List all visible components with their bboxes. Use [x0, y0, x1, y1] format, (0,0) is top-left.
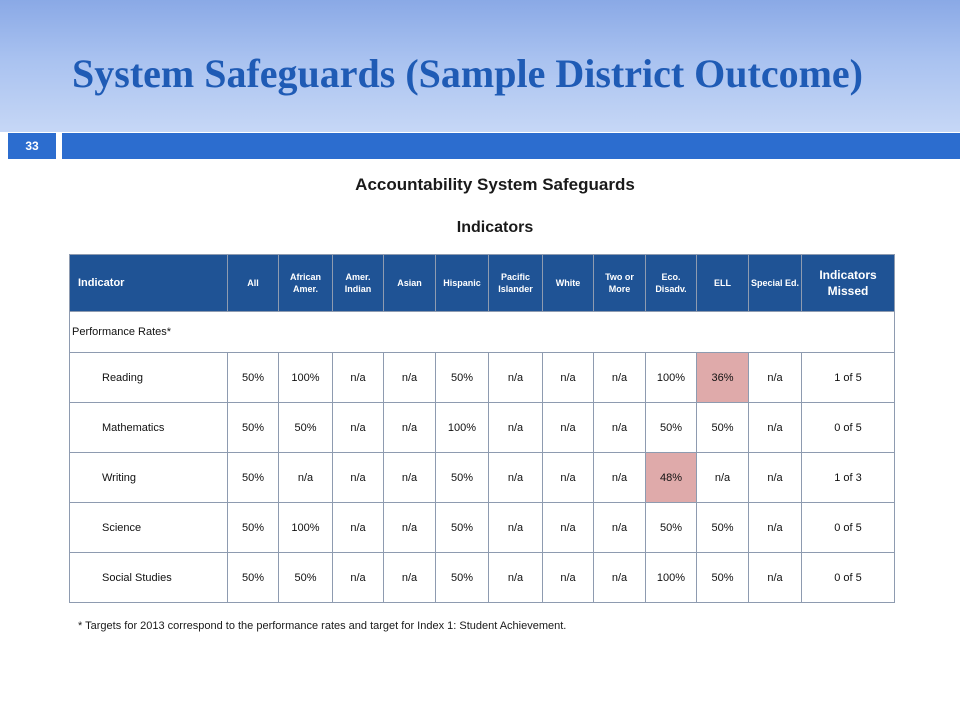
table-cell: n/a: [278, 452, 333, 503]
column-header: ELL: [696, 254, 749, 312]
table-cell: n/a: [383, 352, 436, 403]
table-cell: n/a: [332, 502, 384, 553]
indicators-missed-cell: 0 of 5: [801, 502, 895, 553]
table-row: Social Studies 50% 50% n/a n/a 50% n/a n/a n/a 10…: [69, 552, 895, 603]
table-cell: n/a: [748, 402, 802, 453]
table-cell: n/a: [383, 502, 436, 553]
table-heading: Accountability System Safeguards: [355, 175, 635, 194]
column-header: Asian: [383, 254, 436, 312]
section-label: Performance Rates*: [69, 311, 895, 353]
table-body: Performance Rates* Reading 50% 100% n/a n/a 5…: [69, 311, 895, 603]
table-cell: n/a: [383, 452, 436, 503]
table-cell: n/a: [696, 452, 749, 503]
safeguards-table: Indicator All African Amer. Amer. Indian…: [69, 254, 895, 603]
slide-number: 33: [8, 133, 56, 159]
table-cell: 50%: [227, 402, 279, 453]
table-cell: 50%: [278, 552, 333, 603]
table-cell: 50%: [227, 452, 279, 503]
slide-title: System Safeguards (Sample District Outco…: [72, 51, 863, 96]
table-row: Reading 50% 100% n/a n/a 50% n/a n/a n/a 100% 36% n…: [69, 352, 895, 403]
indicators-missed-cell: 0 of 5: [801, 552, 895, 603]
table-cell: n/a: [542, 402, 594, 453]
row-label: Science: [69, 502, 228, 553]
row-label: Social Studies: [69, 552, 228, 603]
column-header: Special Ed.: [748, 254, 802, 312]
footnote: * Targets for 2013 correspond to the per…: [78, 620, 567, 632]
table-cell: 50%: [227, 552, 279, 603]
table-cell: 100%: [278, 502, 333, 553]
table-cell: n/a: [748, 552, 802, 603]
table-cell: n/a: [332, 402, 384, 453]
table-cell: n/a: [542, 452, 594, 503]
table-cell: 50%: [645, 402, 697, 453]
table-cell: n/a: [593, 352, 646, 403]
table-cell: n/a: [488, 452, 543, 503]
table-cell: n/a: [542, 352, 594, 403]
table-row: Mathematics 50% 50% n/a n/a 100% n/a n/a n/a 50% 5…: [69, 402, 895, 453]
table-cell: n/a: [593, 452, 646, 503]
table-cell: n/a: [542, 552, 594, 603]
table-subheading: Indicators: [456, 219, 534, 236]
flagged-cell: 36%: [696, 352, 749, 403]
column-header: Amer. Indian: [332, 254, 384, 312]
table-cell: 50%: [435, 502, 489, 553]
table-cell: n/a: [748, 502, 802, 553]
table-cell: n/a: [488, 502, 543, 553]
column-header: Indicators Missed: [801, 254, 895, 312]
title-banner: System Safeguards (Sample District Outco…: [0, 0, 960, 132]
table-cell: n/a: [332, 552, 384, 603]
table-cell: 50%: [696, 502, 749, 553]
column-header: Two or More: [593, 254, 646, 312]
table-cell: n/a: [593, 552, 646, 603]
table-cell: 50%: [227, 352, 279, 403]
table-cell: 50%: [227, 502, 279, 553]
table-cell: 50%: [696, 402, 749, 453]
indicators-missed-cell: 0 of 5: [801, 402, 895, 453]
table-cell: 50%: [645, 502, 697, 553]
section-row: Performance Rates*: [69, 311, 895, 353]
table-cell: n/a: [383, 552, 436, 603]
table-cell: n/a: [488, 552, 543, 603]
table-cell: n/a: [332, 452, 384, 503]
table-cell: n/a: [593, 402, 646, 453]
table-cell: n/a: [383, 402, 436, 453]
table-cell: 50%: [435, 552, 489, 603]
table-cell: n/a: [332, 352, 384, 403]
table-cell: 100%: [435, 402, 489, 453]
table-cell: n/a: [748, 352, 802, 403]
table-cell: 50%: [435, 452, 489, 503]
table-cell: n/a: [488, 352, 543, 403]
accent-rule: 33: [0, 133, 960, 159]
column-header: All: [227, 254, 279, 312]
table-row: Science 50% 100% n/a n/a 50% n/a n/a n/a 50% 50% n/…: [69, 502, 895, 553]
column-header: Hispanic: [435, 254, 489, 312]
row-label: Reading: [69, 352, 228, 403]
table-row: Writing 50% n/a n/a n/a 50% n/a n/a n/a 48% n/a n/a…: [69, 452, 895, 503]
column-header: Pacific Islander: [488, 254, 543, 312]
table-cell: 100%: [645, 552, 697, 603]
column-header: African Amer.: [278, 254, 333, 312]
table-cell: n/a: [488, 402, 543, 453]
table-cell: 50%: [278, 402, 333, 453]
row-label: Writing: [69, 452, 228, 503]
indicators-missed-cell: 1 of 5: [801, 352, 895, 403]
table-cell: 50%: [435, 352, 489, 403]
table-cell: 50%: [696, 552, 749, 603]
table-cell: 100%: [278, 352, 333, 403]
header-row: Indicator All African Amer. Amer. Indian…: [69, 254, 895, 312]
table-cell: n/a: [593, 502, 646, 553]
table-cell: n/a: [748, 452, 802, 503]
table-cell: 100%: [645, 352, 697, 403]
flagged-cell: 48%: [645, 452, 697, 503]
column-header: Indicator: [69, 254, 228, 312]
table-cell: n/a: [542, 502, 594, 553]
column-header: Eco. Disadv.: [645, 254, 697, 312]
row-label: Mathematics: [69, 402, 228, 453]
column-header: White: [542, 254, 594, 312]
accent-bar: [62, 133, 960, 159]
indicators-missed-cell: 1 of 3: [801, 452, 895, 503]
